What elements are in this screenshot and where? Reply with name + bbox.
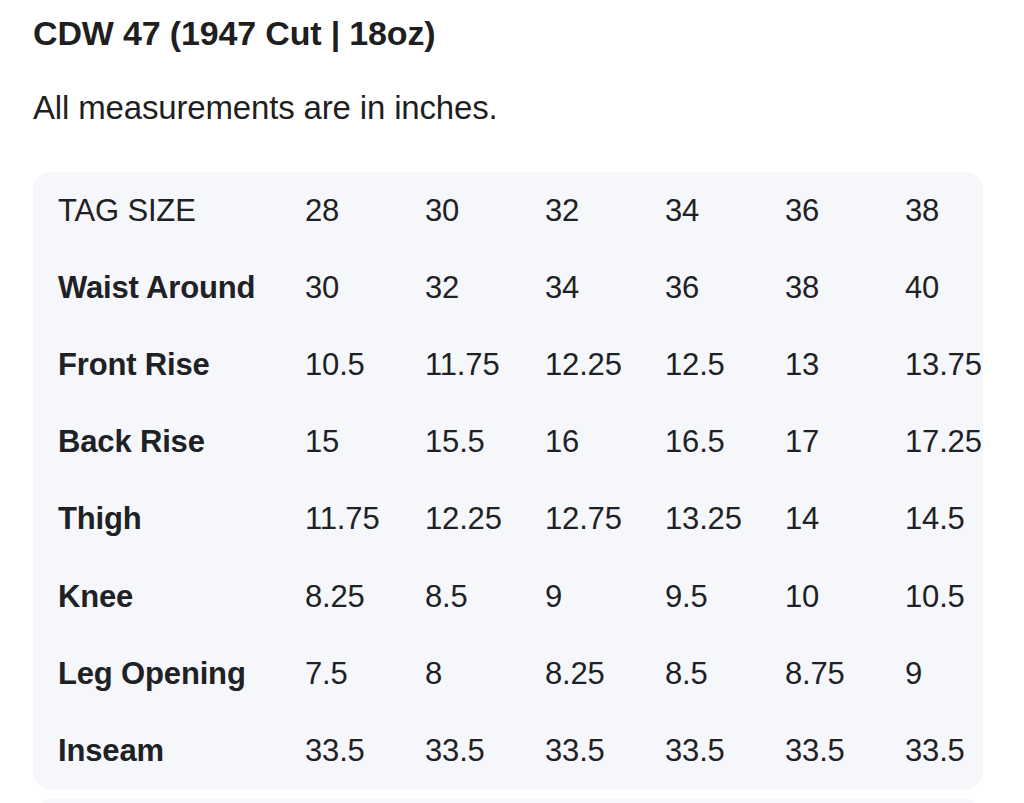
table-row: Inseam33.533.533.533.533.533.5 [33,712,983,789]
measurement-value: 8.5 [425,578,545,615]
measurement-value: 33.5 [545,732,665,769]
row-label: Thigh [33,500,305,537]
measurement-value: 34 [545,269,665,306]
measurement-value: 12.25 [425,500,545,537]
measurement-value: 12.25 [545,346,665,383]
measurement-value: 33.5 [785,732,905,769]
measurement-value: 33.5 [305,732,425,769]
measurement-value: 10.5 [305,346,425,383]
measurement-value: 17.25 [905,423,983,460]
measurement-value: 30 [305,269,425,306]
row-label: Front Rise [33,346,305,383]
measurement-value: 8.25 [305,578,425,615]
measurement-value: 8 [425,655,545,692]
row-label: Knee [33,578,305,615]
table-row: Front Rise10.511.7512.2512.51313.75 [33,326,983,403]
row-label: Inseam [33,732,305,769]
measurement-value: 33.5 [905,732,983,769]
measurement-value: 12.5 [665,346,785,383]
measurement-value: 38 [785,269,905,306]
measurement-value: 9 [545,578,665,615]
size-guide-page: CDW 47 (1947 Cut | 18oz) All measurement… [0,0,1024,803]
measurement-value: 12.75 [545,500,665,537]
table-row: Knee8.258.599.51010.5 [33,558,983,635]
header-label: TAG SIZE [33,192,305,229]
measurement-value: 8.75 [785,655,905,692]
page-title: CDW 47 (1947 Cut | 18oz) [0,0,1024,54]
measurement-value: 36 [665,269,785,306]
measurement-value: 10 [785,578,905,615]
measurement-value: 15 [305,423,425,460]
measurement-value: 10.5 [905,578,983,615]
table-row: Waist Around303234363840 [33,249,983,326]
measurement-value: 16.5 [665,423,785,460]
row-label: Leg Opening [33,655,305,692]
table-row: Thigh11.7512.2512.7513.251414.5 [33,480,983,557]
measurement-value: 13 [785,346,905,383]
header-size-value: 28 [305,192,425,229]
row-label: Back Rise [33,423,305,460]
measurement-value: 33.5 [425,732,545,769]
table-row: Back Rise1515.51616.51717.25 [33,403,983,480]
measurement-units-note: All measurements are in inches. [0,54,1024,128]
header-size-value: 32 [545,192,665,229]
measurement-value: 33.5 [665,732,785,769]
measurement-value: 8.5 [665,655,785,692]
measurement-value: 8.25 [545,655,665,692]
measurement-value: 13.75 [905,346,983,383]
header-size-value: 34 [665,192,785,229]
table-header-row: TAG SIZE283032343638 [33,172,983,249]
measurement-value: 40 [905,269,983,306]
measurement-value: 15.5 [425,423,545,460]
size-chart-table: TAG SIZE283032343638Waist Around30323436… [33,172,983,789]
row-label: Waist Around [33,269,305,306]
measurement-value: 11.75 [305,500,425,537]
measurement-value: 16 [545,423,665,460]
measurement-value: 14.5 [905,500,983,537]
next-card-partial [33,799,983,803]
header-size-value: 36 [785,192,905,229]
header-size-value: 38 [905,192,983,229]
header-size-value: 30 [425,192,545,229]
measurement-value: 13.25 [665,500,785,537]
measurement-value: 17 [785,423,905,460]
table-row: Leg Opening7.588.258.58.759 [33,635,983,712]
measurement-value: 14 [785,500,905,537]
measurement-value: 9 [905,655,983,692]
measurement-value: 11.75 [425,346,545,383]
measurement-value: 32 [425,269,545,306]
measurement-value: 9.5 [665,578,785,615]
measurement-value: 7.5 [305,655,425,692]
